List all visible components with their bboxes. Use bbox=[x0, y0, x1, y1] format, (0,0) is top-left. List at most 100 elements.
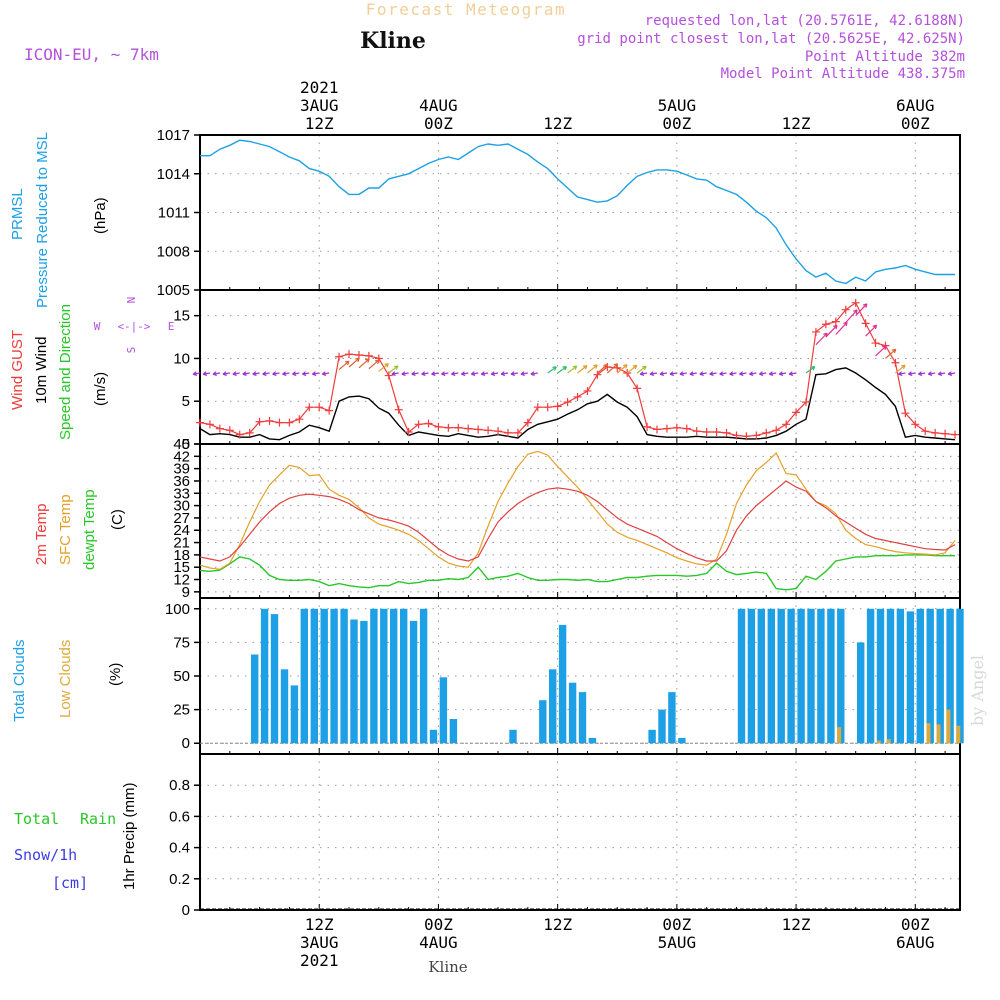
gust-marker bbox=[225, 426, 234, 435]
gust-marker bbox=[583, 386, 592, 395]
wind-direction-arrow bbox=[520, 371, 528, 377]
gust-marker bbox=[742, 432, 751, 441]
sfc-temp-label: SFC Temp bbox=[57, 494, 74, 565]
total-cloud-bar bbox=[370, 608, 378, 744]
wind-direction-arrow bbox=[311, 371, 320, 377]
total-cloud-bar bbox=[310, 608, 318, 744]
top-time-label: 4AUG bbox=[419, 96, 458, 115]
low-cloud-bar bbox=[936, 724, 941, 744]
gust-marker bbox=[424, 419, 433, 428]
gust-marker bbox=[543, 403, 552, 412]
gust-marker bbox=[434, 422, 443, 431]
requested-coords: requested lon,lat (20.5761E, 42.6188N) bbox=[645, 13, 965, 29]
total-cloud-bar bbox=[429, 729, 438, 744]
wind-direction-arrow bbox=[421, 371, 429, 377]
total-cloud-bar bbox=[509, 729, 517, 744]
gust-marker bbox=[593, 370, 602, 379]
gust-marker bbox=[951, 430, 960, 439]
gust-marker bbox=[513, 428, 522, 437]
gust-marker bbox=[533, 403, 542, 412]
precip-rain-label: Rain bbox=[80, 810, 116, 828]
total-cloud-bar bbox=[777, 608, 785, 744]
y-tick-label: 0.4 bbox=[169, 840, 190, 857]
y-tick-label: 27 bbox=[173, 510, 190, 527]
wind-direction-arrow bbox=[788, 371, 797, 377]
y-tick-label: 0.6 bbox=[169, 808, 190, 825]
wind-dir-label: Speed and Direction bbox=[57, 304, 74, 440]
total-cloud-bar bbox=[558, 624, 567, 744]
wind-direction-arrow bbox=[587, 364, 598, 374]
low-cloud-bar bbox=[886, 739, 891, 744]
gust-marker bbox=[732, 431, 741, 440]
gust-marker bbox=[484, 426, 493, 435]
wind-direction-arrow bbox=[348, 357, 360, 368]
y-tick-label: 33 bbox=[173, 485, 190, 502]
gust-marker bbox=[831, 317, 840, 326]
wind-direction-arrow bbox=[338, 360, 350, 371]
wind-direction-arrow bbox=[885, 348, 897, 359]
wind-direction-arrow bbox=[749, 371, 757, 377]
total-cloud-bar bbox=[817, 608, 825, 744]
wind-direction-arrow bbox=[626, 364, 638, 374]
gust-marker bbox=[851, 298, 860, 307]
bottom-time-label: 2021 bbox=[300, 951, 339, 970]
gust-marker bbox=[901, 409, 910, 418]
wind-direction-arrow bbox=[391, 371, 399, 377]
total-cloud-bar bbox=[916, 608, 924, 744]
total-cloud-bar bbox=[400, 608, 408, 744]
gust-marker bbox=[871, 339, 880, 348]
wind-direction-arrow bbox=[500, 371, 509, 377]
gust-marker bbox=[811, 327, 820, 336]
gust-marker bbox=[841, 305, 850, 314]
bottom-time-label: 00Z bbox=[901, 915, 930, 934]
gust-marker bbox=[861, 319, 870, 328]
wind-direction-arrow bbox=[739, 371, 747, 377]
model-label: ICON-EU, ~ 7km bbox=[24, 45, 159, 64]
compass-arrows: <-|-> bbox=[117, 320, 150, 333]
wind-direction-arrow bbox=[232, 371, 240, 377]
top-time-label: 2021 bbox=[300, 78, 339, 97]
precip-panel: 0 0.2 0.4 0.6 0.8 bbox=[169, 753, 961, 919]
total-cloud-bar bbox=[280, 669, 289, 744]
total-cloud-bar bbox=[787, 608, 795, 744]
gust-marker bbox=[891, 358, 900, 367]
wind-direction-arrow bbox=[252, 371, 260, 377]
total-cloud-bar bbox=[737, 608, 746, 744]
wind-direction-arrow bbox=[778, 371, 787, 377]
wind-direction-arrow bbox=[855, 303, 868, 317]
wind-direction-arrow bbox=[636, 365, 647, 374]
compass-w: W bbox=[94, 320, 101, 333]
gust-marker bbox=[563, 398, 572, 407]
compass-e: E bbox=[168, 320, 175, 333]
gust-marker bbox=[503, 428, 512, 437]
wind-direction-arrow bbox=[689, 371, 697, 377]
percent-label: (%) bbox=[107, 663, 124, 686]
gust-marker bbox=[821, 320, 830, 329]
gust-marker bbox=[692, 427, 701, 436]
total-cloud-bar bbox=[409, 620, 418, 744]
gust-marker bbox=[454, 423, 463, 432]
wind-direction-arrow bbox=[937, 371, 946, 377]
wind-direction-arrow bbox=[669, 371, 677, 377]
y-tick-label: 12 bbox=[173, 572, 190, 589]
gust-marker bbox=[702, 428, 711, 437]
top-time-label: 00Z bbox=[662, 114, 691, 133]
wind-direction-arrow bbox=[679, 371, 687, 377]
gust-marker bbox=[782, 420, 791, 429]
bottom-time-label: 3AUG bbox=[300, 933, 339, 952]
total-cloud-bar bbox=[568, 682, 577, 744]
gust-marker bbox=[672, 423, 681, 432]
low-cloud-bar bbox=[876, 740, 881, 744]
wind-direction-arrow bbox=[835, 321, 848, 335]
wind-direction-arrow bbox=[441, 371, 449, 377]
wind-direction-arrow bbox=[272, 371, 280, 377]
low-cloud-bar bbox=[837, 727, 842, 744]
gust-marker bbox=[196, 418, 204, 427]
wind-direction-arrow bbox=[719, 371, 727, 377]
y-tick-label: 0 bbox=[182, 436, 190, 453]
footer-location: Kline bbox=[428, 958, 467, 976]
y-tick-label: 9 bbox=[182, 584, 190, 601]
y-tick-label: 5 bbox=[182, 393, 190, 410]
